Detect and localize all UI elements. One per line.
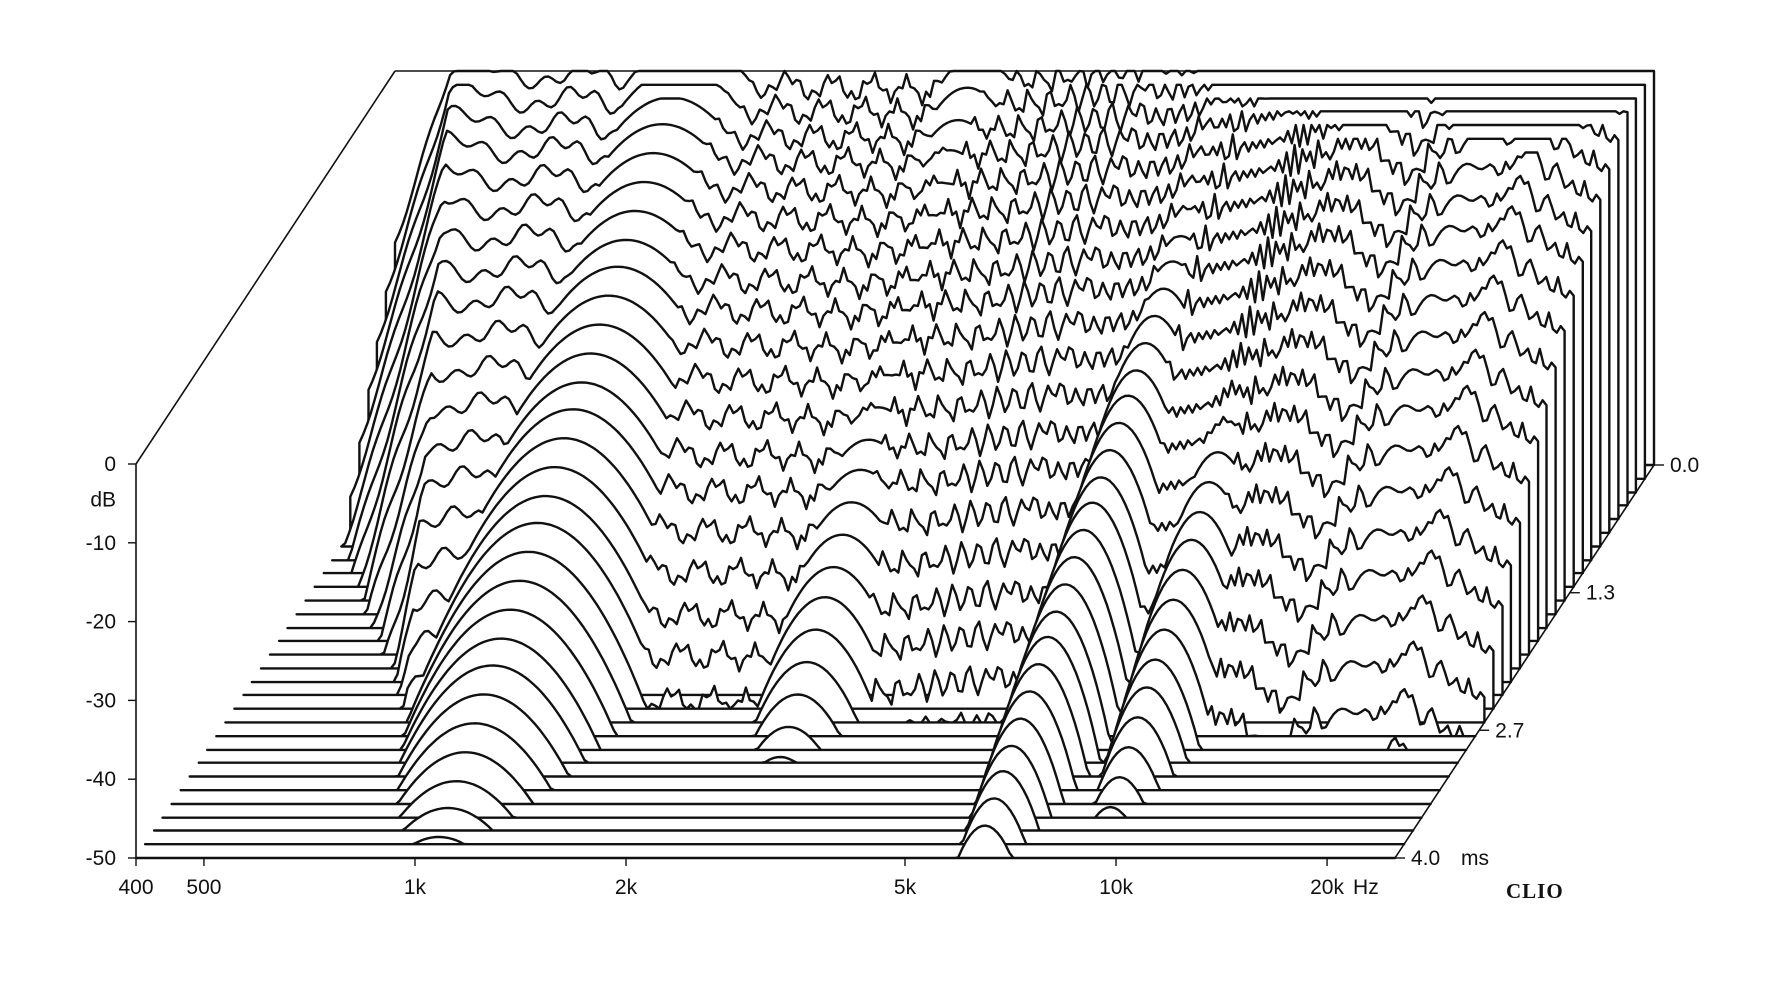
x-axis: 400 500 1k 2k 5k 10k 20k Hz <box>118 857 1395 899</box>
y-tick-label: 0 <box>104 453 116 476</box>
y-tick-label: -10 <box>86 532 116 555</box>
y-tick-label: -20 <box>86 611 116 634</box>
y-tick-label: -40 <box>86 768 116 791</box>
z-tick-label: 1.3 <box>1586 582 1615 605</box>
frame-right-floor-edge <box>1394 464 1655 859</box>
brand-label: CLIO <box>1506 879 1564 903</box>
x-tick-label: 500 <box>186 876 221 899</box>
x-tick-label: 2k <box>615 876 638 899</box>
x-tick-label: 10k <box>1099 876 1133 899</box>
z-tick-label: 0.0 <box>1670 454 1699 477</box>
waterfall-slice <box>152 770 1415 832</box>
waterfall-slice <box>143 797 1406 846</box>
z-tick-label: 2.7 <box>1495 719 1524 742</box>
x-tick-label: 400 <box>118 876 153 899</box>
x-unit-label: Hz <box>1353 876 1379 899</box>
waterfall-slices <box>134 69 1656 860</box>
waterfall-slice <box>161 744 1423 819</box>
x-tick-label: 20k <box>1310 876 1344 899</box>
y-unit-label: dB <box>90 488 116 511</box>
z-tick-label: 4.0 <box>1411 847 1440 870</box>
y-axis: 0 -10 -20 -30 -40 -50 dB <box>86 453 136 870</box>
y-tick-label: -30 <box>86 689 116 712</box>
y-tick-label: -50 <box>86 847 116 870</box>
waterfall-slice <box>170 717 1432 806</box>
x-tick-label: 5k <box>894 876 917 899</box>
frame-left-wall <box>135 70 396 858</box>
z-unit-label: ms <box>1461 847 1489 870</box>
z-axis: 0.0 1.3 2.7 4.0 ms <box>1395 454 1699 870</box>
x-tick-label: 1k <box>404 876 427 899</box>
